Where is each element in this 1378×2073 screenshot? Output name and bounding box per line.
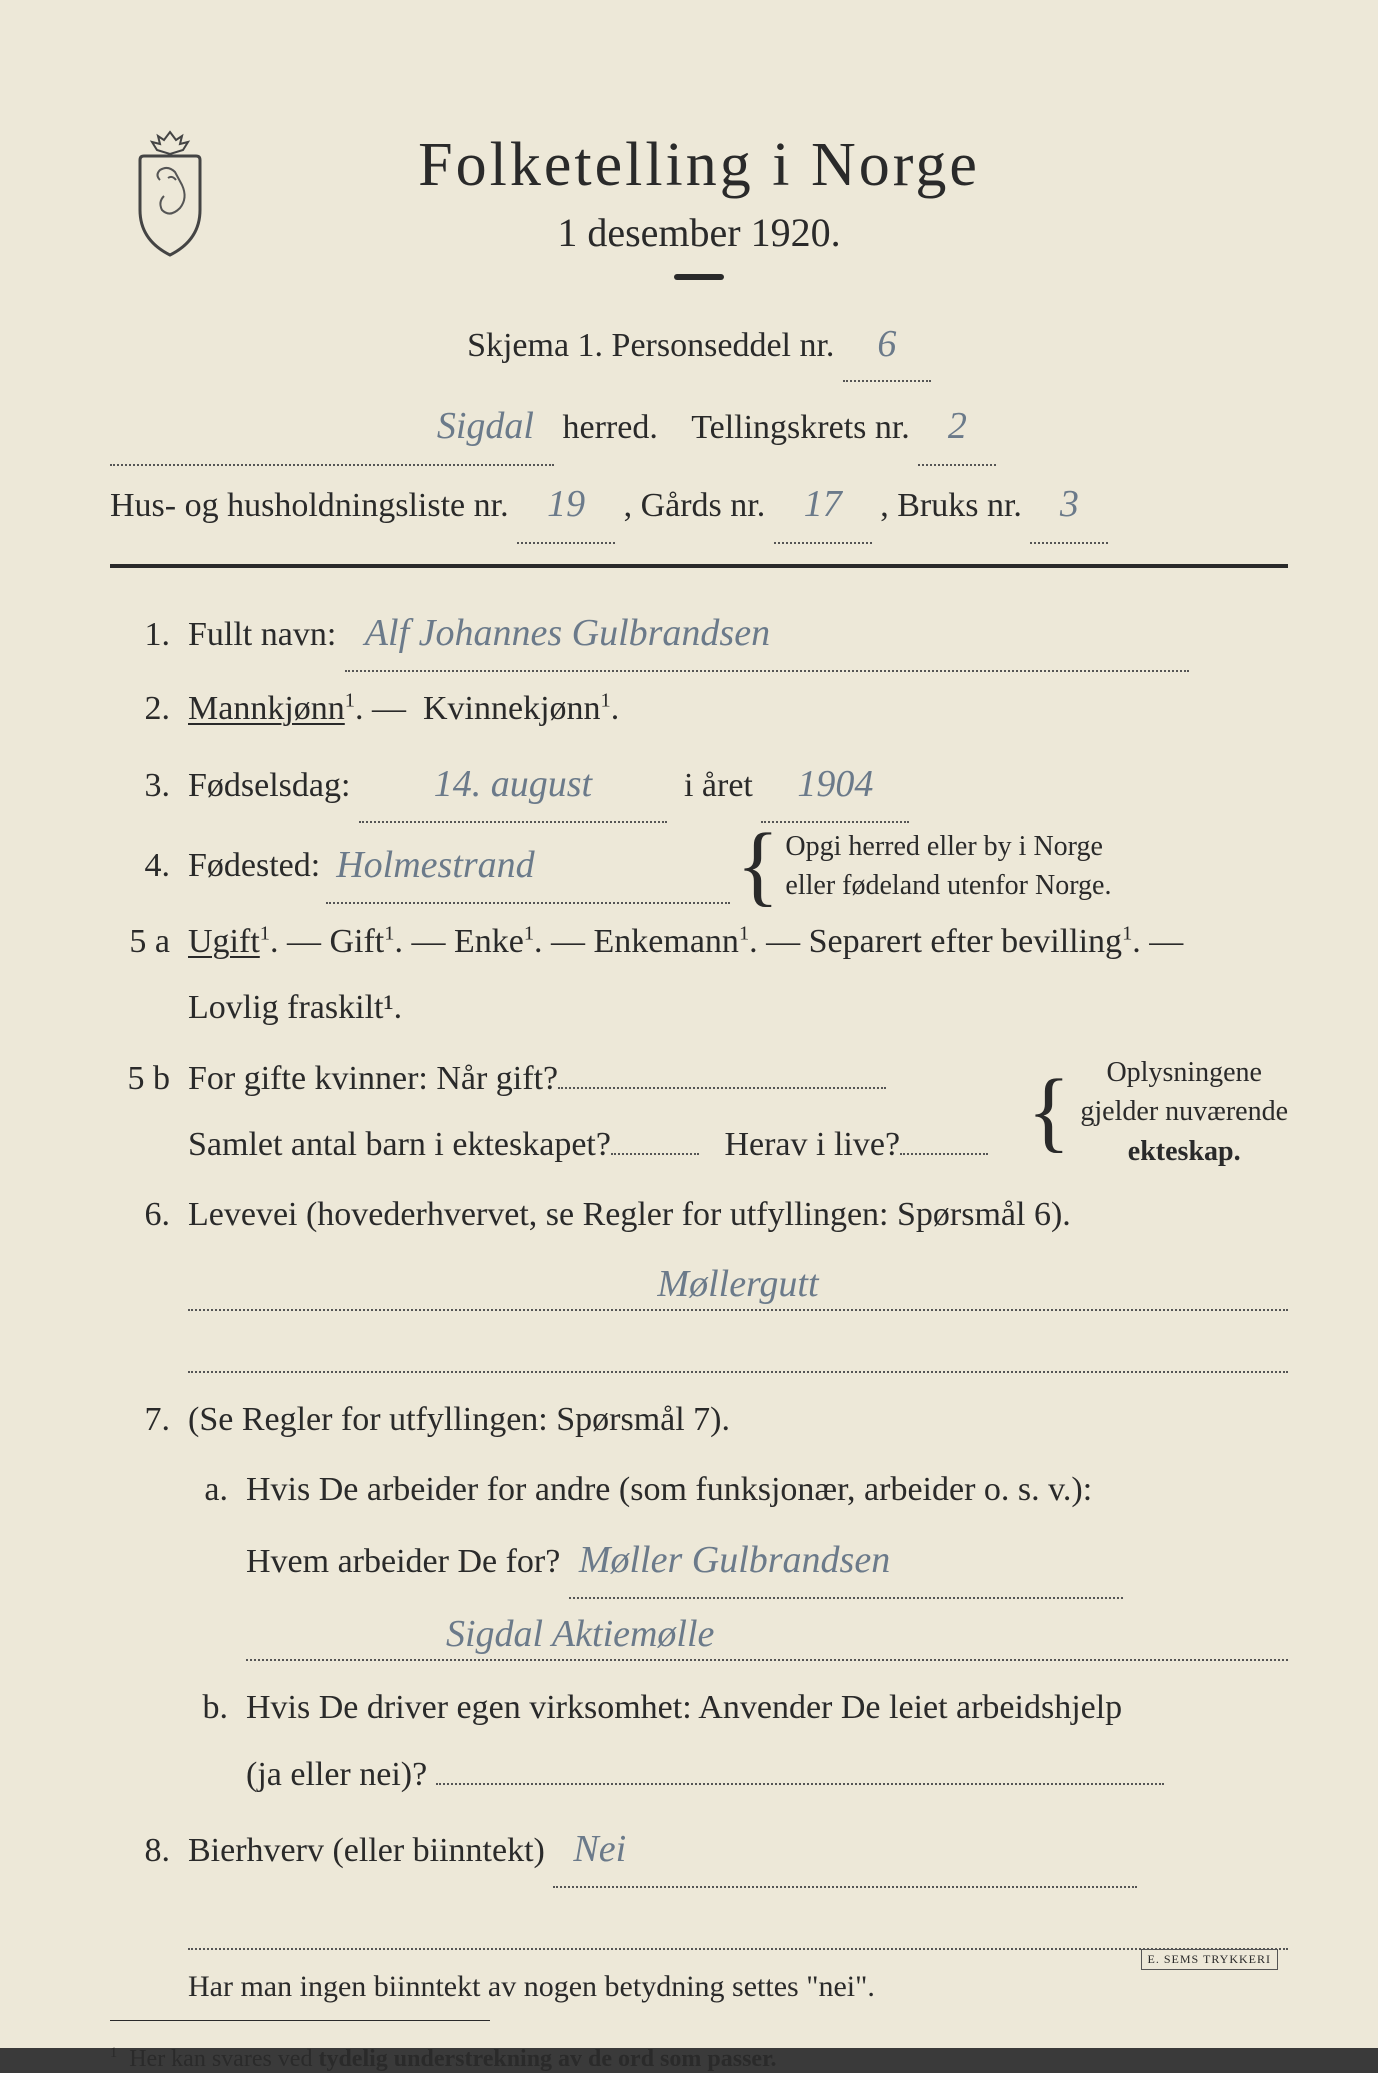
q6-num: 6. — [110, 1182, 170, 1248]
form-header: Folketelling i Norge 1 desember 1920. Sk… — [110, 130, 1288, 544]
q2-mann: Mannkjønn — [188, 690, 345, 727]
q7-label: (Se Regler for utfyllingen: Spørsmål 7). — [188, 1401, 730, 1438]
skjema-line: Skjema 1. Personseddel nr. 6 — [110, 308, 1288, 382]
q2-kvinne: Kvinnekjønn — [423, 690, 601, 727]
footnote: 1 Her kan svares ved tydelig understrekn… — [110, 2045, 1288, 2073]
census-form-page: Folketelling i Norge 1 desember 1920. Sk… — [0, 0, 1378, 2048]
q7b-line1: Hvis De driver egen virksomhet: Anvender… — [246, 1689, 1122, 1726]
q7a-line1: Hvis De arbeider for andre (som funksjon… — [246, 1471, 1092, 1508]
q7a: a. Hvis De arbeider for andre (som funks… — [188, 1457, 1288, 1671]
tellingskrets-nr: 2 — [918, 388, 996, 466]
q4-value: Holmestrand — [326, 828, 730, 904]
q4-note: Opgi herred eller by i Norge eller fødel… — [785, 827, 1111, 905]
q5b-line2b: Herav i live? — [724, 1126, 900, 1163]
q5a: 5 a Ugift1. — Gift1. — Enke1. — Enkemann… — [110, 909, 1288, 1042]
brace-icon: { — [736, 839, 779, 893]
q1-value: Alf Johannes Gulbrandsen — [345, 596, 1189, 672]
q4-num: 4. — [110, 833, 170, 899]
q3: 3. Fødselsdag: 14. august i året 1904 — [110, 747, 1288, 823]
bruks-label: , Bruks nr. — [880, 487, 1022, 524]
q1-num: 1. — [110, 602, 170, 668]
q6-label: Levevei (hovederhvervet, se Regler for u… — [188, 1196, 1071, 1233]
q3-year: 1904 — [761, 747, 909, 823]
q5b-num: 5 b — [110, 1046, 170, 1112]
husliste-label: Hus- og husholdningsliste nr. — [110, 487, 509, 524]
q8-num: 8. — [110, 1818, 170, 1884]
q6-value: Møllergutt — [188, 1259, 1288, 1311]
printer-stamp: E. SEMS TRYKKERI — [1141, 1949, 1278, 1970]
q3-year-label: i året — [684, 767, 753, 804]
q7a-line2: Hvem arbeider De for? — [246, 1543, 560, 1580]
bruks-nr: 3 — [1030, 466, 1108, 544]
tellingskrets-label: Tellingskrets nr. — [691, 409, 910, 446]
q4: 4. Fødested: Holmestrand { Opgi herred e… — [110, 827, 1288, 905]
gards-label: , Gårds nr. — [624, 487, 766, 524]
personseddel-nr: 6 — [843, 308, 931, 382]
q5b-line1: For gifte kvinner: Når gift? — [188, 1060, 558, 1097]
q5b-note: Oplysningene gjelder nuværende ekteskap. — [1080, 1053, 1288, 1171]
divider — [674, 274, 724, 280]
q3-label: Fødselsdag: — [188, 767, 350, 804]
q6: 6. Levevei (hovederhvervet, se Regler fo… — [110, 1182, 1288, 1382]
q3-num: 3. — [110, 753, 170, 819]
title-date: 1 desember 1920. — [110, 209, 1288, 256]
herred-line: Sigdal herred. Tellingskrets nr. 2 — [110, 388, 1288, 466]
q5a-ugift: Ugift — [188, 923, 260, 960]
q3-day: 14. august — [359, 747, 667, 823]
q7: 7. (Se Regler for utfyllingen: Spørsmål … — [110, 1387, 1288, 1453]
q7a-value1: Møller Gulbrandsen — [569, 1523, 1123, 1599]
q7b-line2: (ja eller nei)? — [246, 1756, 427, 1793]
q8-label: Bierhverv (eller biinntekt) — [188, 1832, 545, 1869]
husliste-nr: 19 — [517, 466, 615, 544]
main-divider — [110, 564, 1288, 568]
q7a-value2: Sigdal Aktiemølle — [246, 1609, 1288, 1661]
q5b: 5 b For gifte kvinner: Når gift? Samlet … — [110, 1046, 1288, 1179]
q5a-line2: Lovlig fraskilt¹. — [188, 975, 1288, 1041]
gards-nr: 17 — [774, 466, 872, 544]
skjema-label: Skjema 1. Personseddel nr. — [467, 327, 834, 364]
herred-label: herred. — [563, 409, 658, 446]
q2: 2. Mannkjønn1. — Kvinnekjønn1. — [110, 676, 1288, 742]
blank-line — [188, 1898, 1288, 1950]
q7-num: 7. — [110, 1387, 170, 1453]
q7b: b. Hvis De driver egen virksomhet: Anven… — [188, 1675, 1288, 1808]
q1-label: Fullt navn: — [188, 616, 336, 653]
blank-line — [188, 1321, 1288, 1373]
q5a-num: 5 a — [110, 909, 170, 975]
coat-of-arms-icon — [120, 130, 220, 260]
q5b-line2a: Samlet antal barn i ekteskapet? — [188, 1126, 611, 1163]
herred-value: Sigdal — [110, 388, 554, 466]
q8-value: Nei — [553, 1812, 1137, 1888]
q7b-num: b. — [188, 1675, 228, 1741]
footnote-divider — [110, 2020, 490, 2021]
husliste-line: Hus- og husholdningsliste nr. 19 , Gårds… — [110, 466, 1288, 544]
q4-label: Fødested: — [188, 833, 320, 899]
q7a-num: a. — [188, 1457, 228, 1523]
title-main: Folketelling i Norge — [110, 130, 1288, 201]
q1: 1. Fullt navn: Alf Johannes Gulbrandsen — [110, 596, 1288, 672]
footer-note: Har man ingen biinntekt av nogen betydni… — [188, 1970, 1288, 2004]
q2-num: 2. — [110, 676, 170, 742]
q8: 8. Bierhverv (eller biinntekt) Nei — [110, 1812, 1288, 1960]
brace-icon: { — [1027, 1085, 1070, 1139]
